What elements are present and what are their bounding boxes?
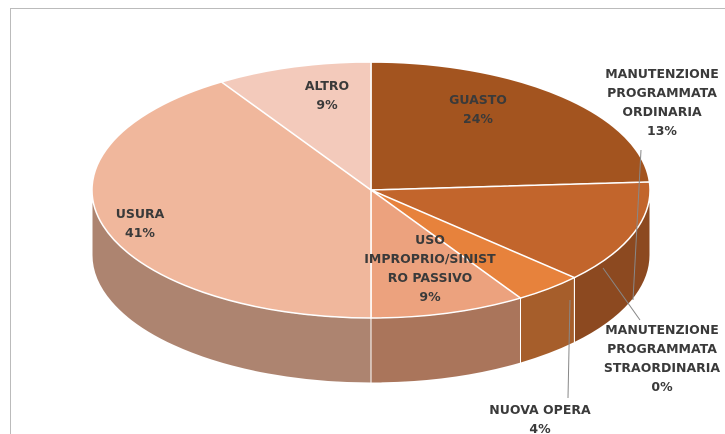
percent-label: 0%	[651, 379, 673, 394]
percent-label: 9%	[316, 97, 338, 112]
percent-label: 24%	[463, 111, 493, 126]
data-label: ALTRO 9%	[287, 76, 367, 114]
data-label: MANUTENZIONE PROGRAMMATA ORDINARIA 13%	[595, 64, 725, 140]
category-label: MANUTENZIONE PROGRAMMATA ORDINARIA	[605, 66, 719, 119]
leader-lines	[567, 149, 642, 399]
pie-slice	[370, 61, 651, 191]
data-label: NUOVA OPERA 4%	[480, 400, 600, 434]
data-label: MANUTENZIONE PROGRAMMATA STRAORDINARIA 0%	[595, 320, 725, 396]
percent-label: 4%	[529, 421, 551, 434]
category-label: NUOVA OPERA	[489, 402, 591, 417]
percent-label: 41%	[125, 225, 155, 240]
percent-label: 9%	[419, 289, 441, 304]
data-label: USURA 41%	[80, 204, 200, 242]
pie-slice	[91, 81, 372, 319]
category-label: MANUTENZIONE PROGRAMMATA STRAORDINARIA	[603, 322, 721, 375]
pie-slice	[219, 61, 372, 192]
category-label: USURA	[115, 206, 165, 221]
percent-label: 13%	[647, 123, 677, 138]
chart-frame	[10, 8, 725, 434]
category-label: ALTRO	[304, 78, 350, 93]
category-label: USO IMPROPRIO/SINISTRO PASSIVO	[364, 232, 496, 285]
pie-slice	[370, 181, 651, 279]
pie-slice	[370, 188, 523, 319]
category-label: GUASTO	[449, 92, 507, 107]
data-label: GUASTO 24%	[418, 90, 538, 128]
data-label: USO IMPROPRIO/SINISTRO PASSIVO 9%	[363, 230, 498, 306]
